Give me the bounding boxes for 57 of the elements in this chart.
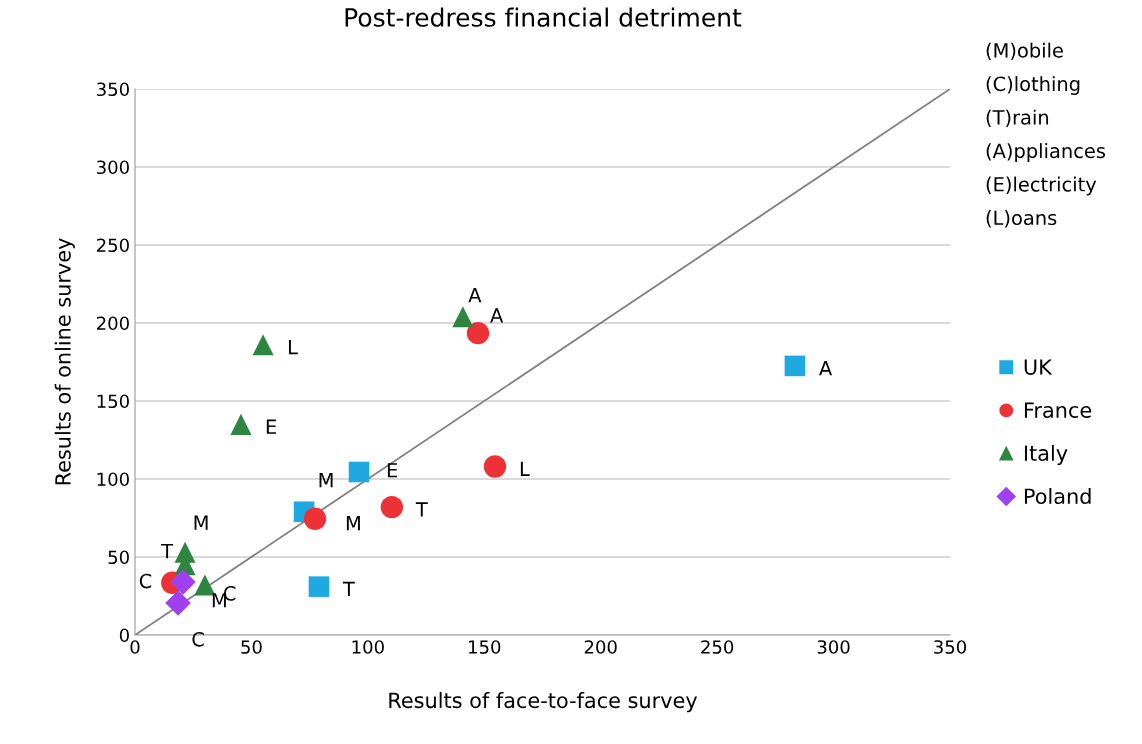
data-label: E	[266, 419, 276, 434]
x-tick-label: 350	[934, 640, 967, 654]
point	[170, 569, 196, 595]
y-tick-label: 250	[97, 238, 129, 253]
point	[483, 455, 507, 478]
point	[308, 576, 330, 597]
data-label: C	[192, 631, 204, 647]
data-label: E	[387, 463, 398, 478]
y-tick-label: 50	[108, 550, 129, 565]
data-label: A	[490, 308, 504, 323]
text: (E)lectricity	[986, 176, 1097, 196]
data-label: C	[223, 586, 236, 601]
point	[452, 306, 474, 328]
data-label: A	[468, 287, 482, 303]
text: (T)rain	[986, 109, 1049, 127]
point	[252, 334, 274, 356]
legend-label: France	[1024, 402, 1092, 418]
point	[380, 495, 404, 519]
y-tick-label: 150	[97, 394, 129, 409]
point	[466, 321, 490, 345]
x-tick-label: 150	[469, 640, 501, 654]
y-axis-title: Results of online survey	[54, 238, 75, 485]
x-tick-label: 100	[352, 640, 384, 654]
chart-title: Post-redress financial detriment	[345, 7, 742, 27]
x-tick-label: 0	[130, 640, 140, 654]
x-axis-title: Results of face-to-face survey	[389, 692, 698, 713]
x-tick-label: 50	[241, 640, 262, 654]
point	[348, 461, 370, 483]
legend-label: UK	[1024, 359, 1053, 375]
data-label: A	[819, 361, 833, 376]
data-label: L	[520, 461, 530, 476]
x-tick-label: 300	[817, 640, 850, 654]
y-tick-label: 100	[97, 472, 129, 487]
data-label: M	[346, 515, 360, 531]
text: (A)ppliances	[986, 143, 1106, 162]
text: (M)obile	[986, 42, 1063, 61]
y-tick-label: 300	[97, 160, 129, 175]
legend-label: Italy	[1024, 444, 1068, 466]
y-tick-label: 0	[119, 628, 129, 643]
data-label: L	[288, 340, 298, 355]
data-label: M	[319, 472, 333, 488]
data-label: C	[139, 573, 152, 589]
data-label: T	[415, 502, 428, 517]
data-label: T	[342, 581, 355, 597]
legend-label: Poland	[1024, 487, 1091, 505]
text: (L)oans	[986, 210, 1057, 228]
point	[230, 413, 252, 435]
y-tick-label: 350	[97, 82, 129, 97]
data-label: M	[194, 515, 208, 530]
point	[784, 355, 806, 377]
point	[303, 507, 327, 530]
x-tick-label: 250	[701, 640, 734, 654]
data-label: T	[161, 543, 174, 559]
point	[165, 590, 191, 616]
x-tick-label: 200	[584, 640, 617, 654]
text: (C)lothing	[986, 76, 1080, 95]
y-tick-label: 200	[97, 316, 129, 331]
